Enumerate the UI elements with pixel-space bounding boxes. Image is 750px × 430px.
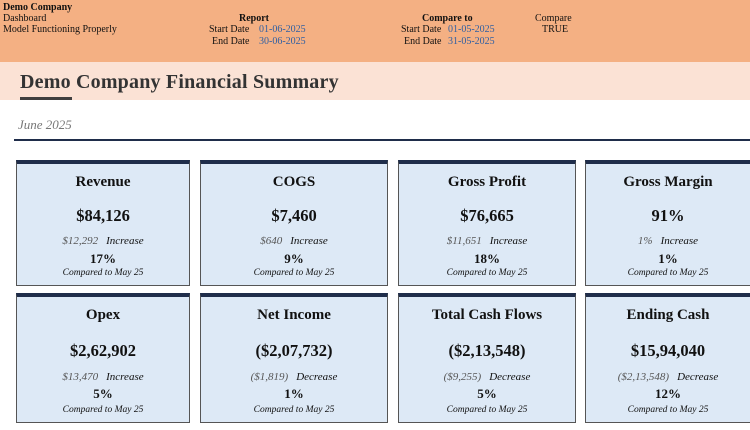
report-end-date[interactable]: 30-06-2025 [259,36,306,47]
kpi-card-opex: Opex $2,62,902 $13,470 Increase 5% Compar… [16,293,190,423]
kpi-card-gross-profit: Gross Profit $76,665 $11,651 Increase 18%… [398,160,576,286]
kpi-title: Revenue [75,174,131,190]
kpi-title: Net Income [257,307,331,323]
kpi-change: $13,470 [62,371,99,383]
kpi-percent: 9% [284,251,304,266]
kpi-change: ($9,255) [443,371,482,383]
report-end-label: End Date [212,36,250,47]
kpi-direction: Decrease [677,371,719,383]
kpi-change: ($2,13,548) [617,371,670,383]
report-label: Report [239,13,269,24]
kpi-title: COGS [272,174,316,190]
kpi-card-total-cash-flows: Total Cash Flows ($2,13,548) ($9,255) Dec… [398,293,576,423]
compare-flag-value[interactable]: TRUE [542,24,569,35]
kpi-compared: Compared to May 25 [446,405,528,415]
kpi-compared: Compared to May 25 [253,405,335,415]
kpi-change: $12,292 [62,235,99,247]
compare-end-label: End Date [404,36,442,47]
kpi-compared: Compared to May 25 [62,268,144,278]
compare-end-date[interactable]: 31-05-2025 [448,36,495,47]
compare-start-label: Start Date [401,24,442,35]
kpi-compared: Compared to May 25 [446,268,528,278]
kpi-change: $11,651 [446,235,482,247]
kpi-compared: Compared to May 25 [62,405,144,415]
kpi-compared: Compared to May 25 [253,268,335,278]
kpi-percent: 12% [655,386,681,401]
kpi-change: $640 [260,235,283,247]
period-divider [14,139,750,141]
compare-to-label: Compare to [422,13,473,24]
compare-flag-label: Compare [535,13,572,24]
kpi-direction: Increase [106,371,144,383]
kpi-direction: Increase [660,235,699,247]
kpi-value: $84,126 [76,206,130,225]
kpi-value: $15,94,040 [630,341,706,360]
kpi-percent: 5% [93,386,113,401]
kpi-direction: Decrease [296,371,338,383]
sheet-name: Dashboard [3,13,47,24]
page-title: Demo Company Financial Summary [20,71,339,93]
kpi-percent: 1% [284,386,304,401]
model-status: Model Functioning Properly [3,24,117,35]
kpi-value: $2,62,902 [70,341,136,360]
report-period: June 2025 [18,117,72,132]
kpi-title: Opex [85,307,121,323]
report-start-date[interactable]: 01-06-2025 [259,24,306,35]
kpi-change: 1% [637,235,653,247]
kpi-compared: Compared to May 25 [627,405,709,415]
title-band: Demo Company Financial Summary [0,62,750,100]
kpi-title: Total Cash Flows [431,307,543,323]
kpi-direction: Decrease [489,371,531,383]
kpi-direction: Increase [290,235,328,247]
kpi-value: ($2,07,732) [255,341,333,360]
kpi-value: $76,665 [460,206,514,225]
kpi-direction: Increase [106,235,144,247]
kpi-direction: Increase [489,235,528,247]
kpi-card-cogs: COGS $7,460 $640 Increase 9% Compared to … [200,160,388,286]
kpi-title: Gross Profit [447,174,527,190]
kpi-card-ending-cash: Ending Cash $15,94,040 ($2,13,548) Decrea… [585,293,750,423]
kpi-percent: 5% [477,386,497,401]
kpi-value: ($2,13,548) [448,341,526,360]
kpi-title: Gross Margin [623,174,713,190]
kpi-card-gross-margin: Gross Margin 91% 1% Increase 1% Compared … [585,160,750,286]
kpi-card-net-income: Net Income ($2,07,732) ($1,819) Decrease … [200,293,388,423]
kpi-percent: 17% [90,251,116,266]
kpi-card-revenue: Revenue $84,126 $12,292 Increase 17% Comp… [16,160,190,286]
title-underline [20,97,72,100]
kpi-value: $7,460 [271,206,317,225]
header-bar: Demo Company Dashboard Model Functioning… [0,0,750,62]
kpi-compared: Compared to May 25 [627,268,709,278]
kpi-percent: 18% [474,251,500,266]
company-name: Demo Company [3,2,73,13]
compare-start-date[interactable]: 01-05-2025 [448,24,495,35]
kpi-change: ($1,819) [250,371,289,383]
kpi-title: Ending Cash [626,307,710,323]
report-start-label: Start Date [209,24,250,35]
kpi-percent: 1% [658,251,678,266]
kpi-value: 91% [651,206,685,225]
